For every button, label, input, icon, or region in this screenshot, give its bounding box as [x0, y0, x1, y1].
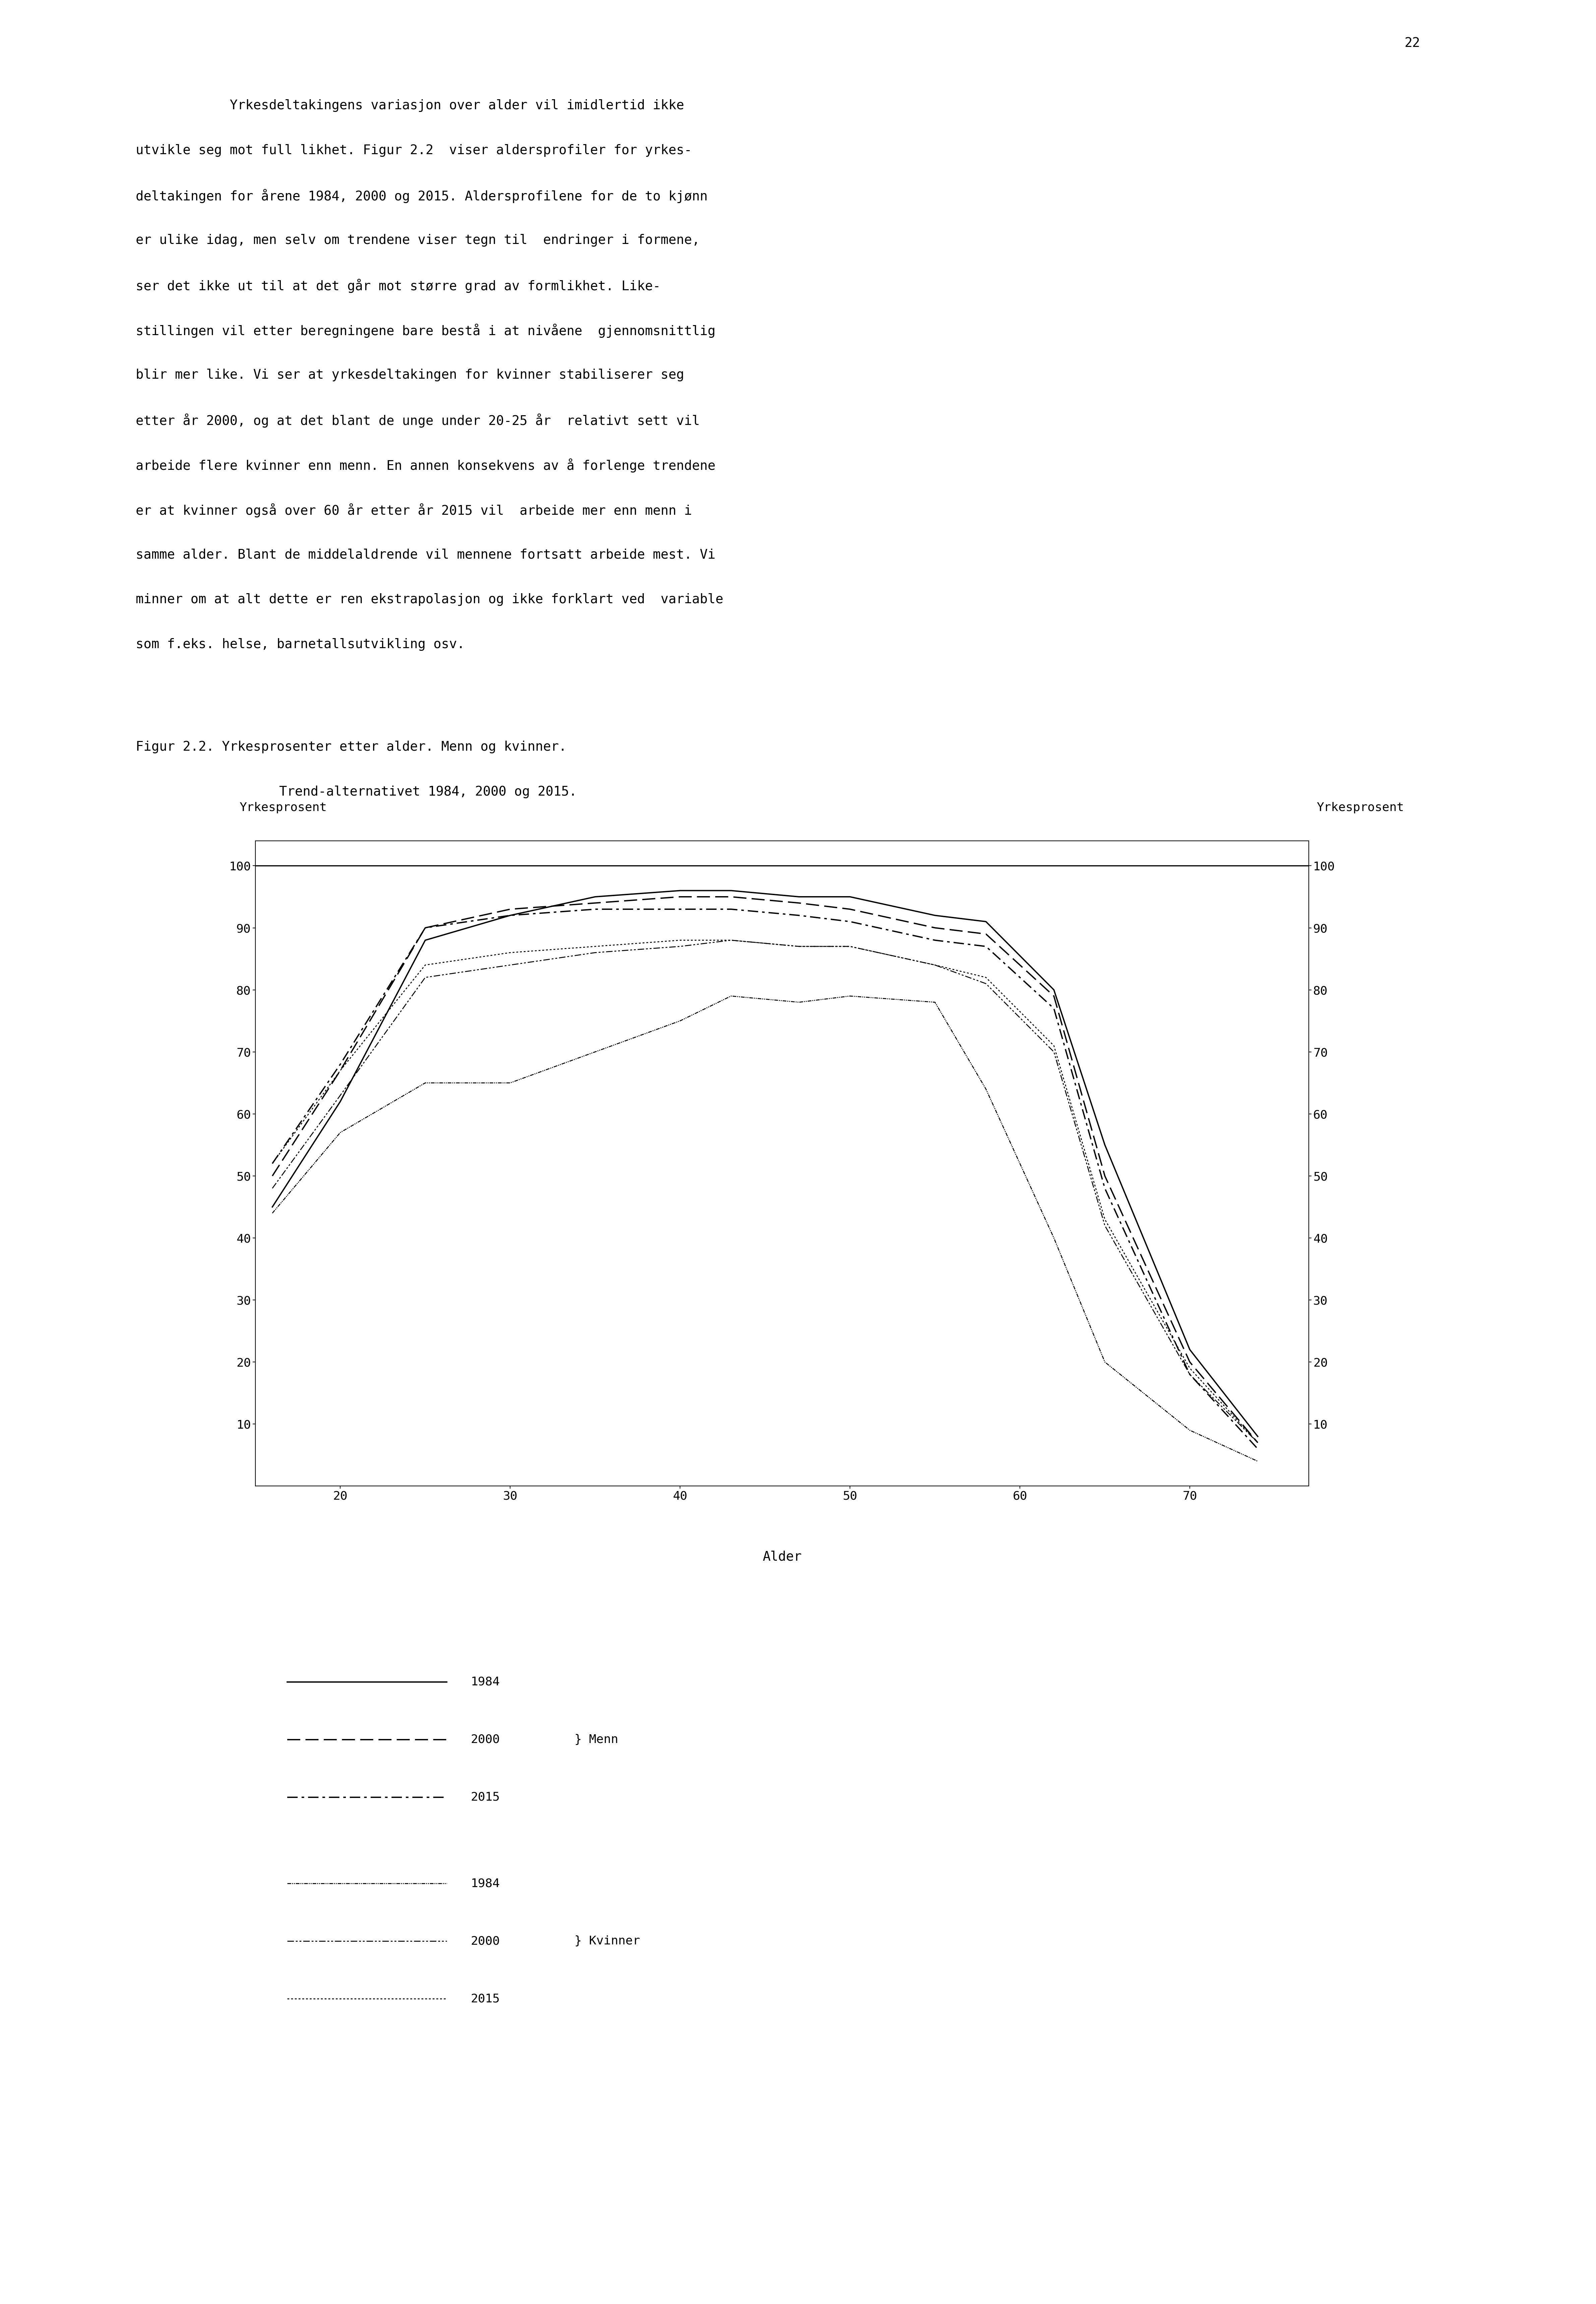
Text: 2000: 2000	[471, 1935, 500, 1947]
Text: arbeide flere kvinner enn menn. En annen konsekvens av å forlenge trendene: arbeide flere kvinner enn menn. En annen…	[136, 458, 715, 472]
Text: samme alder. Blant de middelaldrende vil mennene fortsatt arbeide mest. Vi: samme alder. Blant de middelaldrende vil…	[136, 548, 715, 562]
Text: etter år 2000, og at det blant de unge under 20-25 år  relativt sett vil: etter år 2000, og at det blant de unge u…	[136, 415, 699, 429]
Text: 22: 22	[1404, 37, 1420, 51]
Text: Trend-alternativet 1984, 2000 og 2015.: Trend-alternativet 1984, 2000 og 2015.	[279, 786, 578, 799]
Text: deltakingen for årene 1984, 2000 og 2015. Aldersprofilene for de to kjønn: deltakingen for årene 1984, 2000 og 2015…	[136, 189, 707, 203]
Text: er ulike idag, men selv om trendene viser tegn til  endringer i formene,: er ulike idag, men selv om trendene vise…	[136, 235, 699, 247]
Text: stillingen vil etter beregningene bare bestå i at nivåene  gjennomsnittlig: stillingen vil etter beregningene bare b…	[136, 325, 715, 339]
Text: Yrkesprosent: Yrkesprosent	[239, 802, 327, 813]
Text: 1984: 1984	[471, 1677, 500, 1687]
Text: minner om at alt dette er ren ekstrapolasjon og ikke forklart ved  variable: minner om at alt dette er ren ekstrapola…	[136, 592, 723, 606]
Text: Yrkesdeltakingens variasjon over alder vil imidlertid ikke: Yrkesdeltakingens variasjon over alder v…	[136, 99, 685, 113]
Text: er at kvinner også over 60 år etter år 2015 vil  arbeide mer enn menn i: er at kvinner også over 60 år etter år 2…	[136, 505, 693, 518]
Text: 2000: 2000	[471, 1735, 500, 1744]
Text: som f.eks. helse, barnetallsutvikling osv.: som f.eks. helse, barnetallsutvikling os…	[136, 638, 464, 652]
Text: } Menn: } Menn	[575, 1735, 618, 1744]
Text: } Kvinner: } Kvinner	[575, 1935, 640, 1947]
X-axis label: Alder: Alder	[763, 1551, 801, 1564]
Text: 2015: 2015	[471, 1993, 500, 2004]
Text: 1984: 1984	[471, 1878, 500, 1889]
Text: Yrkesprosent: Yrkesprosent	[1317, 802, 1404, 813]
Text: 2015: 2015	[471, 1793, 500, 1802]
Text: utvikle seg mot full likhet. Figur 2.2  viser aldersprofiler for yrkes-: utvikle seg mot full likhet. Figur 2.2 v…	[136, 143, 693, 157]
Text: blir mer like. Vi ser at yrkesdeltakingen for kvinner stabiliserer seg: blir mer like. Vi ser at yrkesdeltakinge…	[136, 369, 685, 382]
Text: ser det ikke ut til at det går mot større grad av formlikhet. Like-: ser det ikke ut til at det går mot størr…	[136, 279, 661, 293]
Text: Figur 2.2. Yrkesprosenter etter alder. Menn og kvinner.: Figur 2.2. Yrkesprosenter etter alder. M…	[136, 742, 567, 753]
